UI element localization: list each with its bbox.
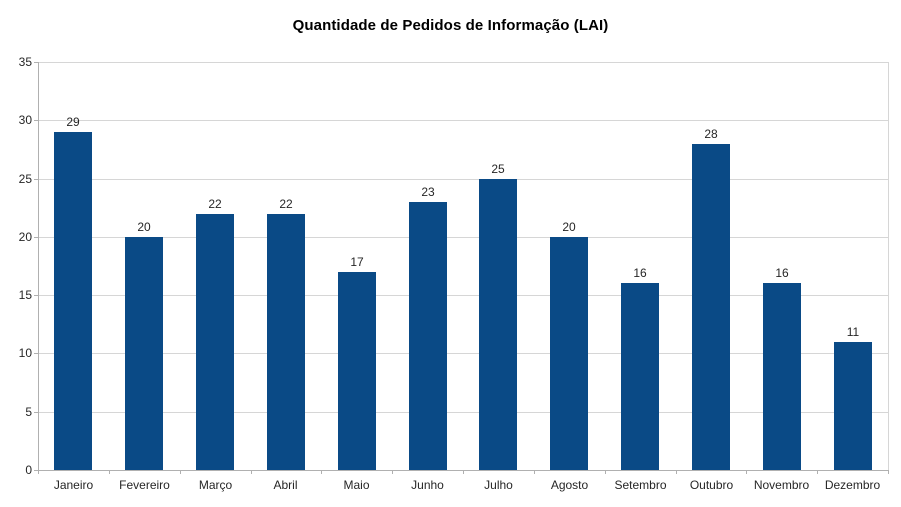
bar <box>692 144 730 470</box>
bar <box>125 237 163 470</box>
bar-value-label: 25 <box>491 162 505 176</box>
x-axis-label: Outubro <box>689 478 734 492</box>
bar-value-label: 29 <box>66 115 80 129</box>
bar-value-label: 22 <box>279 197 293 211</box>
x-axis-tick <box>605 470 606 474</box>
y-axis-tick-label: 30 <box>18 113 32 127</box>
x-axis-tick <box>817 470 818 474</box>
x-axis-label: Março <box>198 478 233 492</box>
y-axis-tick <box>34 179 38 180</box>
bar-value-label: 16 <box>775 266 789 280</box>
x-axis-tick <box>746 470 747 474</box>
plot-right-border <box>888 62 889 470</box>
y-axis-line <box>38 62 39 470</box>
x-axis-tick <box>321 470 322 474</box>
x-axis-tick <box>463 470 464 474</box>
x-axis-label: Novembro <box>753 478 810 492</box>
x-axis-tick <box>534 470 535 474</box>
gridline <box>38 179 888 180</box>
y-axis-tick <box>34 237 38 238</box>
bar <box>196 214 234 470</box>
bar-value-label: 17 <box>350 255 364 269</box>
y-axis-tick-label: 25 <box>18 172 32 186</box>
gridline <box>38 353 888 354</box>
bar <box>267 214 305 470</box>
chart-title: Quantidade de Pedidos de Informação (LAI… <box>292 17 609 34</box>
y-axis-tick-label: 10 <box>18 346 32 360</box>
bar <box>763 283 801 470</box>
gridline <box>38 295 888 296</box>
gridline <box>38 120 888 121</box>
x-axis-label: Janeiro <box>53 478 94 492</box>
bar-value-label: 22 <box>208 197 222 211</box>
y-axis-tick <box>34 470 38 471</box>
x-axis-tick <box>180 470 181 474</box>
gridline <box>38 412 888 413</box>
x-axis-tick <box>109 470 110 474</box>
bar <box>338 272 376 470</box>
x-axis-label: Agosto <box>550 478 589 492</box>
gridline <box>38 237 888 238</box>
x-axis-tick <box>888 470 889 474</box>
y-axis-tick-label: 20 <box>18 230 32 244</box>
y-axis-tick <box>34 295 38 296</box>
bar <box>834 342 872 470</box>
bar-value-label: 20 <box>562 220 576 234</box>
x-axis-label: Abril <box>273 478 298 492</box>
y-axis-tick-label: 0 <box>25 463 32 477</box>
y-axis-tick-label: 5 <box>25 405 32 419</box>
x-axis-label: Maio <box>343 478 370 492</box>
y-axis-tick <box>34 353 38 354</box>
bar-value-label: 28 <box>704 127 718 141</box>
y-axis-tick <box>34 412 38 413</box>
y-axis-tick <box>34 120 38 121</box>
x-axis-label: Fevereiro <box>119 478 170 492</box>
x-axis-tick <box>392 470 393 474</box>
bar <box>409 202 447 470</box>
bar-value-label: 16 <box>633 266 647 280</box>
gridline <box>38 62 888 63</box>
x-axis-tick <box>251 470 252 474</box>
bar <box>621 283 659 470</box>
x-axis-tick <box>38 470 39 474</box>
bar <box>550 237 588 470</box>
bar <box>479 179 517 470</box>
bar-value-label: 23 <box>421 185 435 199</box>
bar-value-label: 11 <box>846 325 860 339</box>
bar <box>54 132 92 470</box>
x-axis-tick <box>676 470 677 474</box>
x-axis-label: Dezembro <box>824 478 881 492</box>
x-axis-label: Setembro <box>614 478 667 492</box>
y-axis-tick-label: 15 <box>18 288 32 302</box>
x-axis-label: Junho <box>411 478 444 492</box>
y-axis-tick-label: 35 <box>18 55 32 69</box>
x-axis-label: Julho <box>484 478 513 492</box>
bar-value-label: 20 <box>137 220 151 234</box>
y-axis-tick <box>34 62 38 63</box>
